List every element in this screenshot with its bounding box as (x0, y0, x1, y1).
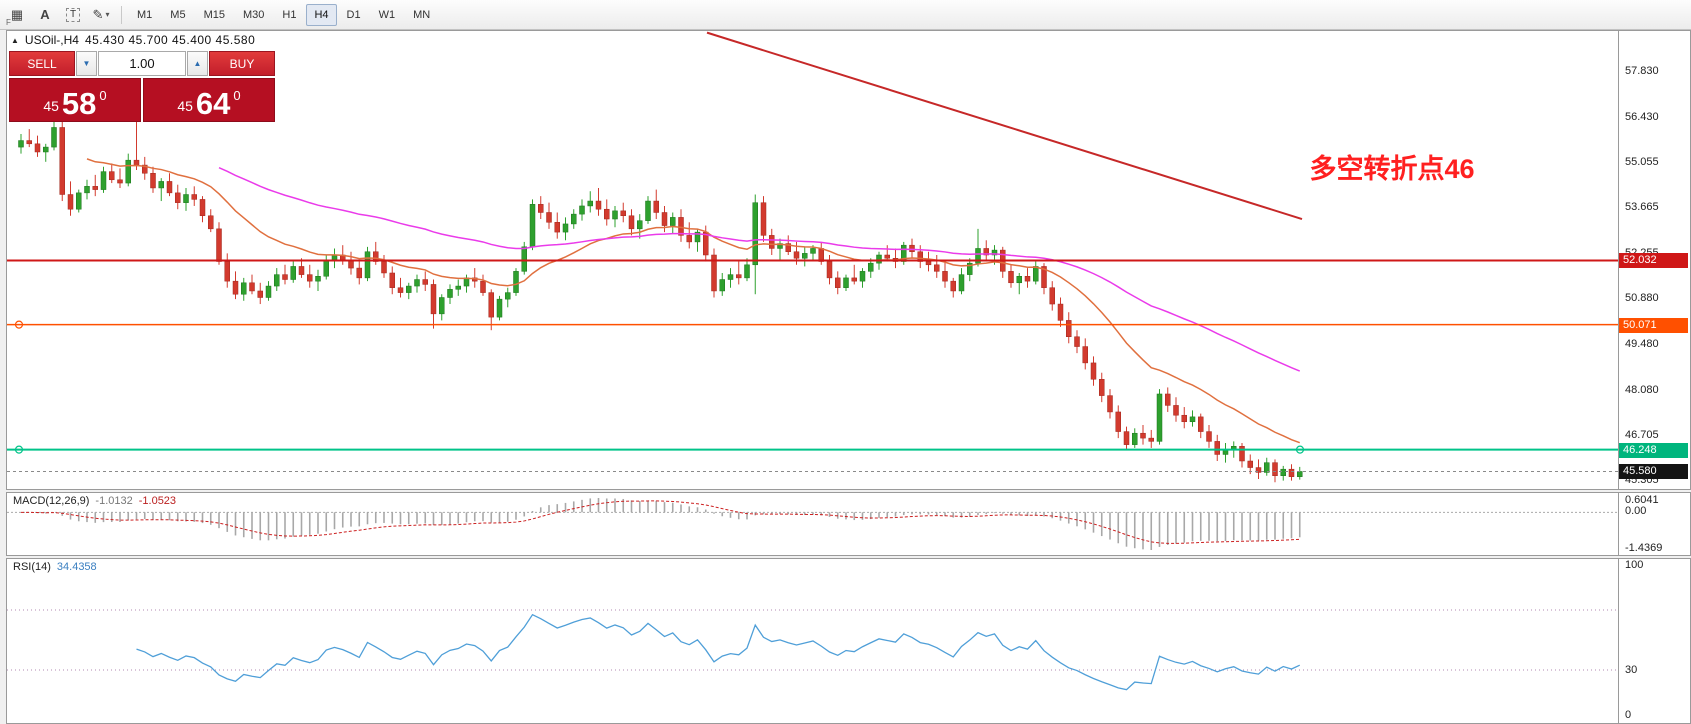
label-tool-button[interactable]: A (32, 4, 58, 26)
letter-a-icon: A (40, 7, 50, 22)
rsi-title: RSI(14) 34.4358 (13, 561, 97, 573)
price-tick: 57.830 (1625, 64, 1659, 77)
macd-signal-line (20, 500, 1300, 544)
timeframe-d1[interactable]: D1 (346, 8, 361, 21)
rsi-axis[interactable]: 100 30 0 (1618, 559, 1690, 723)
descending-trendline (706, 31, 1303, 220)
chevron-down-icon: ▾ (105, 10, 110, 19)
price-chart-panel: 多空转折点46 ▲ USOil-,H4 45.430 45.700 45.400… (6, 30, 1691, 490)
timeframe-m30[interactable]: M30 (242, 8, 265, 21)
one-click-trading-panel: SELL ▼ ▲ BUY 45 58 0 45 (9, 51, 275, 122)
macd-axis-label: -1.4369 (1625, 542, 1663, 554)
buy-price-sup: 0 (233, 88, 241, 103)
sell-price-display[interactable]: 45 58 0 (9, 78, 141, 122)
price-tag[interactable]: 52.032 (1619, 253, 1688, 269)
price-tick: 48.080 (1625, 383, 1659, 396)
partial-f-icon: F (6, 17, 11, 27)
price-axis[interactable]: 57.83056.43055.05553.66552.25550.88049.4… (1618, 31, 1690, 489)
buy-price-prefix: 45 (177, 98, 193, 114)
volume-input[interactable] (98, 51, 186, 76)
chart-annotation-text: 多空转折点46 (1309, 153, 1474, 184)
sell-price-prefix: 45 (43, 98, 59, 114)
buy-price-main: 64 (195, 85, 231, 121)
rsi-plot[interactable]: RSI(14) 34.4358 (7, 559, 1618, 723)
timeframe-m1[interactable]: M1 (137, 8, 153, 21)
volume-dropdown-button[interactable]: ▼ (76, 51, 97, 76)
macd-plot[interactable]: MACD(12,26,9) -1.0132 -1.0523 (7, 493, 1618, 555)
timeframe-mn[interactable]: MN (413, 8, 431, 21)
toolbar: ▦ F A T ✎ ▾ M1 M5 M15 M30 H1 H4 D1 W1 MN (0, 0, 1691, 30)
macd-title: MACD(12,26,9) -1.0132 -1.0523 (13, 495, 176, 507)
templates-grid-icon[interactable]: ▦ F (4, 4, 30, 27)
collapse-triangle-icon[interactable]: ▲ (11, 35, 19, 45)
rsi-value: 34.4358 (56, 561, 97, 573)
macd-panel: MACD(12,26,9) -1.0132 -1.0523 0.6041 0.00… (6, 492, 1691, 556)
price-tick: 46.705 (1625, 428, 1659, 441)
draw-tools-dropdown[interactable]: ✎ ▾ (88, 4, 114, 26)
grid-icon: ▦ (10, 6, 24, 22)
price-tag[interactable]: 45.580 (1619, 464, 1688, 480)
macd-histogram (28, 498, 1301, 550)
macd-signal-value: -1.0523 (138, 495, 177, 507)
rsi-axis-label: 100 (1625, 559, 1644, 571)
macd-name: MACD(12,26,9) (13, 495, 90, 507)
rsi-line (136, 613, 1301, 691)
macd-main-value: -1.0132 (95, 495, 133, 507)
macd-axis[interactable]: 0.6041 0.00 -1.4369 (1618, 493, 1690, 555)
volume-increase-button[interactable]: ▲ (187, 51, 208, 76)
macd-axis-label: 0.00 (1625, 505, 1647, 518)
sell-price-sup: 0 (99, 88, 107, 103)
timeframe-h4[interactable]: H4 (306, 3, 337, 26)
timeframe-w1[interactable]: W1 (378, 8, 396, 21)
toolbar-separator (121, 5, 122, 24)
rsi-canvas (7, 609, 1618, 691)
text-t-icon: T (65, 7, 81, 22)
candles-layer (18, 116, 1303, 483)
timeframe-h1[interactable]: H1 (282, 8, 297, 21)
price-tick: 50.880 (1625, 292, 1659, 305)
symbol-header: ▲ USOil-,H4 45.430 45.700 45.400 45.580 (11, 33, 255, 47)
rsi-axis-label: 30 (1625, 664, 1638, 676)
horizontal-lines-layer (7, 259, 1618, 472)
price-tag[interactable]: 46.248 (1619, 442, 1688, 458)
price-plot[interactable]: 多空转折点46 ▲ USOil-,H4 45.430 45.700 45.400… (7, 31, 1618, 489)
ohlc-values: 45.430 45.700 45.400 45.580 (84, 33, 256, 47)
moving-averages-layer (86, 158, 1301, 444)
rsi-name: RSI(14) (13, 561, 51, 573)
buy-button[interactable]: BUY (209, 51, 275, 76)
macd-canvas (7, 498, 1618, 550)
pencil-icon: ✎ (92, 6, 104, 22)
price-tick: 55.055 (1625, 155, 1659, 168)
symbol-name: USOil-,H4 (24, 33, 79, 47)
rsi-axis-label: 0 (1625, 709, 1632, 721)
price-tick: 56.430 (1625, 110, 1659, 123)
buy-price-display[interactable]: 45 64 0 (143, 78, 275, 122)
timeframe-m5[interactable]: M5 (170, 8, 186, 21)
price-tick: 49.480 (1625, 337, 1659, 350)
timeframe-m15[interactable]: M15 (203, 8, 225, 21)
chart-workspace: 多空转折点46 ▲ USOil-,H4 45.430 45.700 45.400… (0, 30, 1691, 724)
price-chart-canvas[interactable]: 多空转折点46 (7, 31, 1618, 489)
macd-axis-label: 0.6041 (1625, 494, 1659, 506)
rsi-panel: RSI(14) 34.4358 100 30 0 (6, 558, 1691, 724)
sell-price-main: 58 (61, 85, 97, 121)
price-tag[interactable]: 50.071 (1619, 317, 1688, 333)
price-tick: 53.665 (1625, 201, 1659, 214)
text-tool-button[interactable]: T (60, 4, 86, 26)
sell-button[interactable]: SELL (9, 51, 75, 76)
